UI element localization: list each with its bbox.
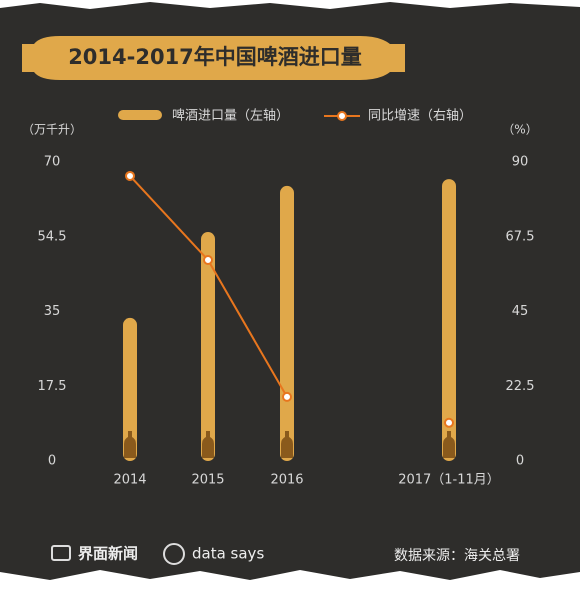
y-tick-label: 17.5 (38, 379, 67, 394)
y2-tick-label: 0 (516, 454, 524, 469)
y2-tick-label: 90 (512, 155, 529, 170)
x-tick-label: 2017（1-11月） (398, 473, 500, 488)
bar (442, 179, 456, 462)
tagline: data says (192, 545, 264, 563)
bar (201, 232, 215, 461)
y2-tick-label: 22.5 (506, 379, 535, 394)
brand-icon (51, 545, 71, 561)
bottle-icon (202, 431, 214, 458)
x-tick-label: 2015 (191, 473, 224, 488)
footer: 界面新闻 data says 数据来源：海关总署 (51, 543, 520, 565)
legend-label: 同比增速（右轴） (368, 109, 472, 124)
bar (280, 185, 294, 462)
chart-title: 2014-2017年中国啤酒进口量 (68, 45, 362, 69)
title-banner (22, 36, 405, 80)
brand: 界面新闻 (78, 545, 138, 563)
y2-tick-label: 67.5 (506, 229, 535, 244)
bar (123, 317, 137, 461)
line-point (203, 255, 213, 266)
legend-label: 啤酒进口量（左轴） (172, 109, 289, 124)
source: 数据来源：海关总署 (394, 548, 520, 564)
legend-swatch (337, 111, 347, 121)
x-tick-label: 2014 (113, 473, 146, 488)
y-tick-label: 54.5 (38, 229, 67, 244)
y2-axis-label: （%） (502, 123, 537, 137)
y-axis-label: （万千升） (22, 123, 82, 137)
bottle-icon (443, 431, 455, 458)
y-tick-label: 0 (48, 454, 56, 469)
y-tick-label: 70 (44, 155, 61, 170)
bottle-icon (281, 431, 293, 458)
x-tick-label: 2016 (270, 473, 303, 488)
y-tick-label: 35 (44, 304, 61, 319)
line-point (125, 170, 135, 181)
y2-tick-label: 45 (512, 304, 529, 319)
line-point (282, 391, 292, 402)
legend-swatch (118, 110, 162, 120)
bottle-icon (124, 431, 136, 458)
line-point (444, 417, 454, 428)
tagline-icon (163, 543, 185, 565)
